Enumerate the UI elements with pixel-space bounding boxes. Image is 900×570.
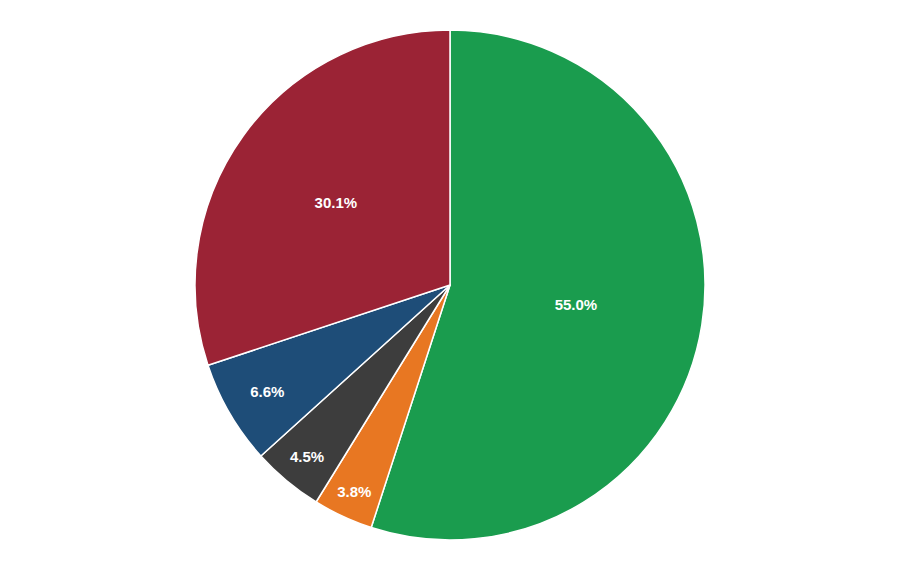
svg-text:30.1%: 30.1% <box>315 194 358 211</box>
svg-text:55.0%: 55.0% <box>555 296 598 313</box>
svg-text:3.8%: 3.8% <box>337 483 371 500</box>
svg-text:6.6%: 6.6% <box>250 383 284 400</box>
svg-text:4.5%: 4.5% <box>290 448 324 465</box>
